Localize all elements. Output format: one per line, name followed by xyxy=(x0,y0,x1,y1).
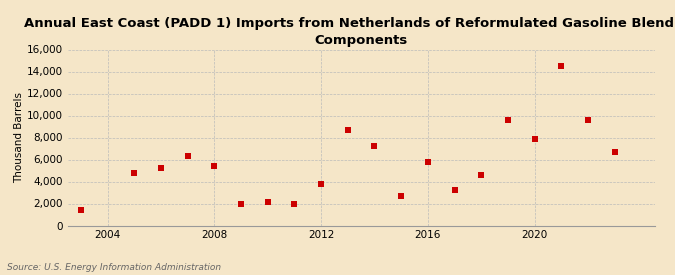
Point xyxy=(369,144,380,148)
Point xyxy=(182,154,193,158)
Text: Source: U.S. Energy Information Administration: Source: U.S. Energy Information Administ… xyxy=(7,263,221,272)
Point xyxy=(342,128,353,132)
Point xyxy=(289,201,300,206)
Point xyxy=(396,194,406,198)
Point xyxy=(209,164,220,168)
Point xyxy=(476,173,487,177)
Point xyxy=(529,136,540,141)
Point xyxy=(502,118,513,122)
Point xyxy=(236,201,246,206)
Point xyxy=(316,182,327,186)
Point xyxy=(583,118,593,122)
Point xyxy=(263,200,273,205)
Point xyxy=(556,64,567,68)
Point xyxy=(76,208,86,212)
Point xyxy=(129,170,140,175)
Point xyxy=(155,166,166,170)
Title: Annual East Coast (PADD 1) Imports from Netherlands of Reformulated Gasoline Ble: Annual East Coast (PADD 1) Imports from … xyxy=(24,17,675,47)
Point xyxy=(423,160,433,164)
Point xyxy=(449,188,460,192)
Y-axis label: Thousand Barrels: Thousand Barrels xyxy=(14,92,24,183)
Point xyxy=(610,150,620,154)
